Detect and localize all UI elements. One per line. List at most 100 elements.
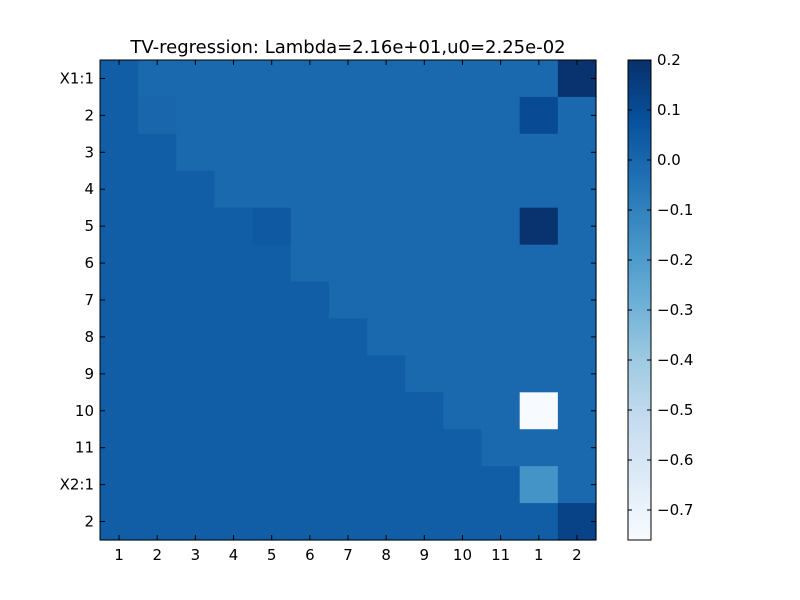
x-tick-label: 6: [305, 546, 315, 564]
heatmap-cell: [252, 60, 292, 98]
heatmap-cell: [481, 318, 521, 356]
colorbar-tick-label: −0.2: [657, 251, 693, 269]
heatmap-cell: [176, 207, 216, 246]
heatmap-cell: [557, 503, 597, 541]
y-tick-label: 10: [75, 402, 94, 420]
x-tick-label: 8: [381, 546, 391, 564]
heatmap-cell: [328, 133, 368, 172]
heatmap-cell: [176, 96, 216, 135]
heatmap-cell: [176, 392, 216, 430]
y-tick-label: 5: [84, 217, 94, 235]
heatmap-cell: [290, 466, 330, 504]
heatmap-cell: [443, 429, 483, 467]
x-tick-label: 7: [343, 546, 353, 564]
heatmap-cell: [481, 133, 521, 172]
heatmap-cell: [214, 281, 254, 320]
heatmap-cell: [290, 281, 330, 320]
heatmap-cell: [443, 244, 483, 283]
heatmap-cell: [214, 355, 254, 393]
heatmap-cell: [290, 318, 330, 356]
heatmap-cell: [100, 244, 139, 283]
heatmap-cell: [519, 133, 559, 172]
heatmap-cell: [443, 392, 483, 430]
heatmap-cell: [252, 96, 292, 135]
heatmap-cell: [176, 244, 216, 283]
colorbar-tick-label: 0.1: [657, 101, 681, 119]
heatmap-cell: [176, 281, 216, 320]
heatmap-cell: [138, 355, 177, 393]
heatmap-cell: [138, 466, 177, 504]
x-tick-label: 11: [491, 546, 510, 564]
heatmap-cell: [252, 170, 292, 209]
heatmap-cell: [519, 429, 559, 467]
heatmap-cell: [367, 318, 406, 356]
x-tick-label: 3: [191, 546, 201, 564]
heatmap-cell: [557, 392, 597, 430]
heatmap-cell: [214, 318, 254, 356]
heatmap-cell: [367, 466, 406, 504]
heatmap-cell: [443, 60, 483, 98]
heatmap-cell: [367, 392, 406, 430]
heatmap-cell: [481, 281, 521, 320]
heatmap-cell: [519, 207, 559, 246]
colorbar-tick-label: −0.7: [657, 501, 693, 519]
heatmap-cell: [557, 60, 597, 98]
heatmap-cell: [100, 466, 139, 504]
y-tick-label: 6: [84, 254, 94, 272]
heatmap-cell: [405, 355, 444, 393]
x-tick-label: 4: [229, 546, 239, 564]
heatmap-cell: [138, 503, 177, 541]
colorbar-tick-label: −0.4: [657, 351, 693, 369]
heatmap-cell: [100, 318, 139, 356]
heatmap-cell: [100, 170, 139, 209]
heatmap-cell: [100, 429, 139, 467]
y-axis: X1:1 2 3 4 5 6 7 8 9 10 11 X2:1 2: [60, 69, 596, 531]
colorbar-tick-label: 0.2: [657, 51, 681, 69]
heatmap-cell: [290, 244, 330, 283]
heatmap-cell: [557, 429, 597, 467]
heatmap-cell: [443, 466, 483, 504]
heatmap-cell: [214, 392, 254, 430]
heatmap-cell: [443, 170, 483, 209]
heatmap-cell: [519, 281, 559, 320]
heatmap-cell: [405, 60, 444, 98]
heatmap-cell: [176, 170, 216, 209]
heatmap-cell: [405, 96, 444, 135]
heatmap-cell: [138, 244, 177, 283]
chart-title: TV-regression: Lambda=2.16e+01,u0=2.25e-…: [129, 37, 565, 58]
heatmap-cell: [367, 133, 406, 172]
x-tick-label: 1: [534, 546, 544, 564]
heatmap-cell: [176, 355, 216, 393]
heatmap-cells: [100, 60, 597, 541]
heatmap-cell: [214, 133, 254, 172]
x-tick-label: 5: [267, 546, 277, 564]
heatmap-cell: [100, 281, 139, 320]
heatmap-cell: [214, 60, 254, 98]
y-tick-label: 11: [75, 439, 94, 457]
heatmap-cell: [100, 60, 139, 98]
heatmap-cell: [367, 355, 406, 393]
heatmap-cell: [557, 244, 597, 283]
heatmap-cell: [328, 281, 368, 320]
heatmap-cell: [252, 244, 292, 283]
heatmap-cell: [290, 503, 330, 541]
heatmap-cell: [557, 281, 597, 320]
heatmap-cell: [519, 96, 559, 135]
heatmap-cell: [214, 96, 254, 135]
heatmap-cell: [328, 207, 368, 246]
heatmap-cell: [252, 355, 292, 393]
colorbar: [627, 59, 652, 541]
heatmap-cell: [367, 96, 406, 135]
heatmap-cell: [481, 503, 521, 541]
colorbar-tick-label: −0.6: [657, 451, 693, 469]
heatmap-cell: [100, 503, 139, 541]
heatmap-cell: [290, 207, 330, 246]
heatmap-cell: [176, 133, 216, 172]
heatmap-cell: [481, 96, 521, 135]
heatmap-cell: [519, 244, 559, 283]
heatmap-cell: [481, 466, 521, 504]
colorbar-axis: 0.2 0.1 0.0 −0.1 −0.2 −0.3 −0.4 −0.5 −0.6 −0.7: [628, 51, 693, 519]
heatmap-cell: [481, 355, 521, 393]
heatmap-cell: [290, 133, 330, 172]
